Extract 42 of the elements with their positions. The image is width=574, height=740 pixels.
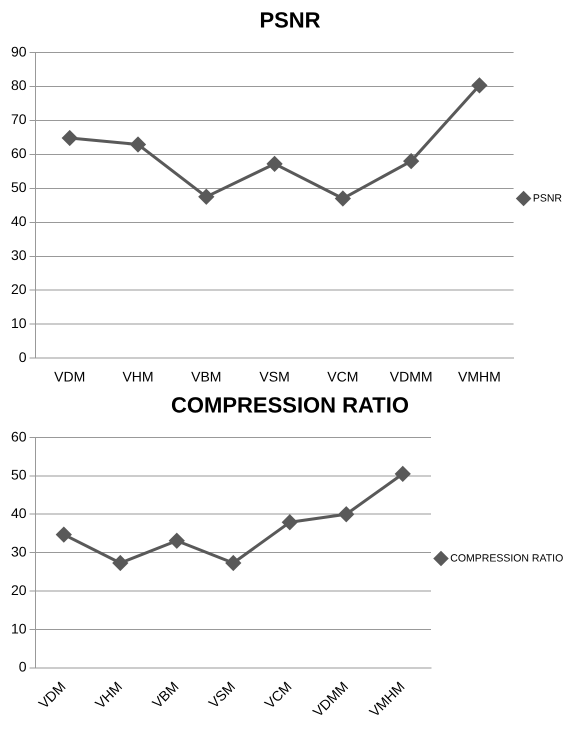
x-tick-label: VDMM	[390, 368, 433, 384]
chart-title: COMPRESSION RATIO	[171, 392, 409, 418]
point	[62, 130, 78, 146]
x-tick-label: VBM	[191, 368, 222, 384]
legend-label: COMPRESSION RATIO	[450, 552, 564, 564]
point	[282, 514, 298, 530]
y-tick-label: 90	[10, 43, 27, 60]
point	[395, 466, 410, 482]
point	[56, 527, 72, 542]
legend-label: PSNR	[532, 192, 562, 204]
y-tick-label: 10	[10, 620, 27, 636]
point	[404, 154, 419, 169]
y-tick-label: 40	[10, 213, 27, 230]
y-tick-label: 20	[10, 582, 27, 598]
x-tick-label: VSM	[259, 368, 290, 384]
y-tick-label: 50	[10, 466, 27, 483]
y-tick-label: 20	[10, 281, 27, 298]
y-tick-label: 50	[10, 179, 27, 196]
point	[112, 556, 128, 571]
point	[169, 533, 184, 548]
point	[472, 78, 487, 93]
y-tick-label: 70	[10, 111, 27, 128]
y-tick-label: 40	[10, 505, 27, 522]
point	[226, 556, 241, 571]
y-tick-label: 0	[18, 349, 27, 366]
y-tick-label: 30	[10, 543, 27, 560]
y-tick-label: 60	[10, 145, 27, 162]
x-tick-label: VMHM	[458, 368, 501, 384]
y-tick-label: 10	[10, 315, 27, 332]
point	[198, 189, 214, 204]
x-tick-label: VHM	[122, 368, 154, 384]
point	[335, 191, 350, 206]
x-tick-label: VCM	[327, 368, 358, 384]
point	[130, 136, 146, 152]
point	[267, 156, 282, 172]
y-tick-label: 0	[18, 658, 27, 675]
y-tick-label: 30	[10, 247, 27, 264]
y-tick-label: 80	[10, 77, 27, 94]
point	[338, 506, 354, 522]
chart-title: PSNR	[259, 7, 321, 32]
y-tick-label: 60	[10, 428, 27, 444]
x-tick-label: VDM	[54, 368, 86, 384]
